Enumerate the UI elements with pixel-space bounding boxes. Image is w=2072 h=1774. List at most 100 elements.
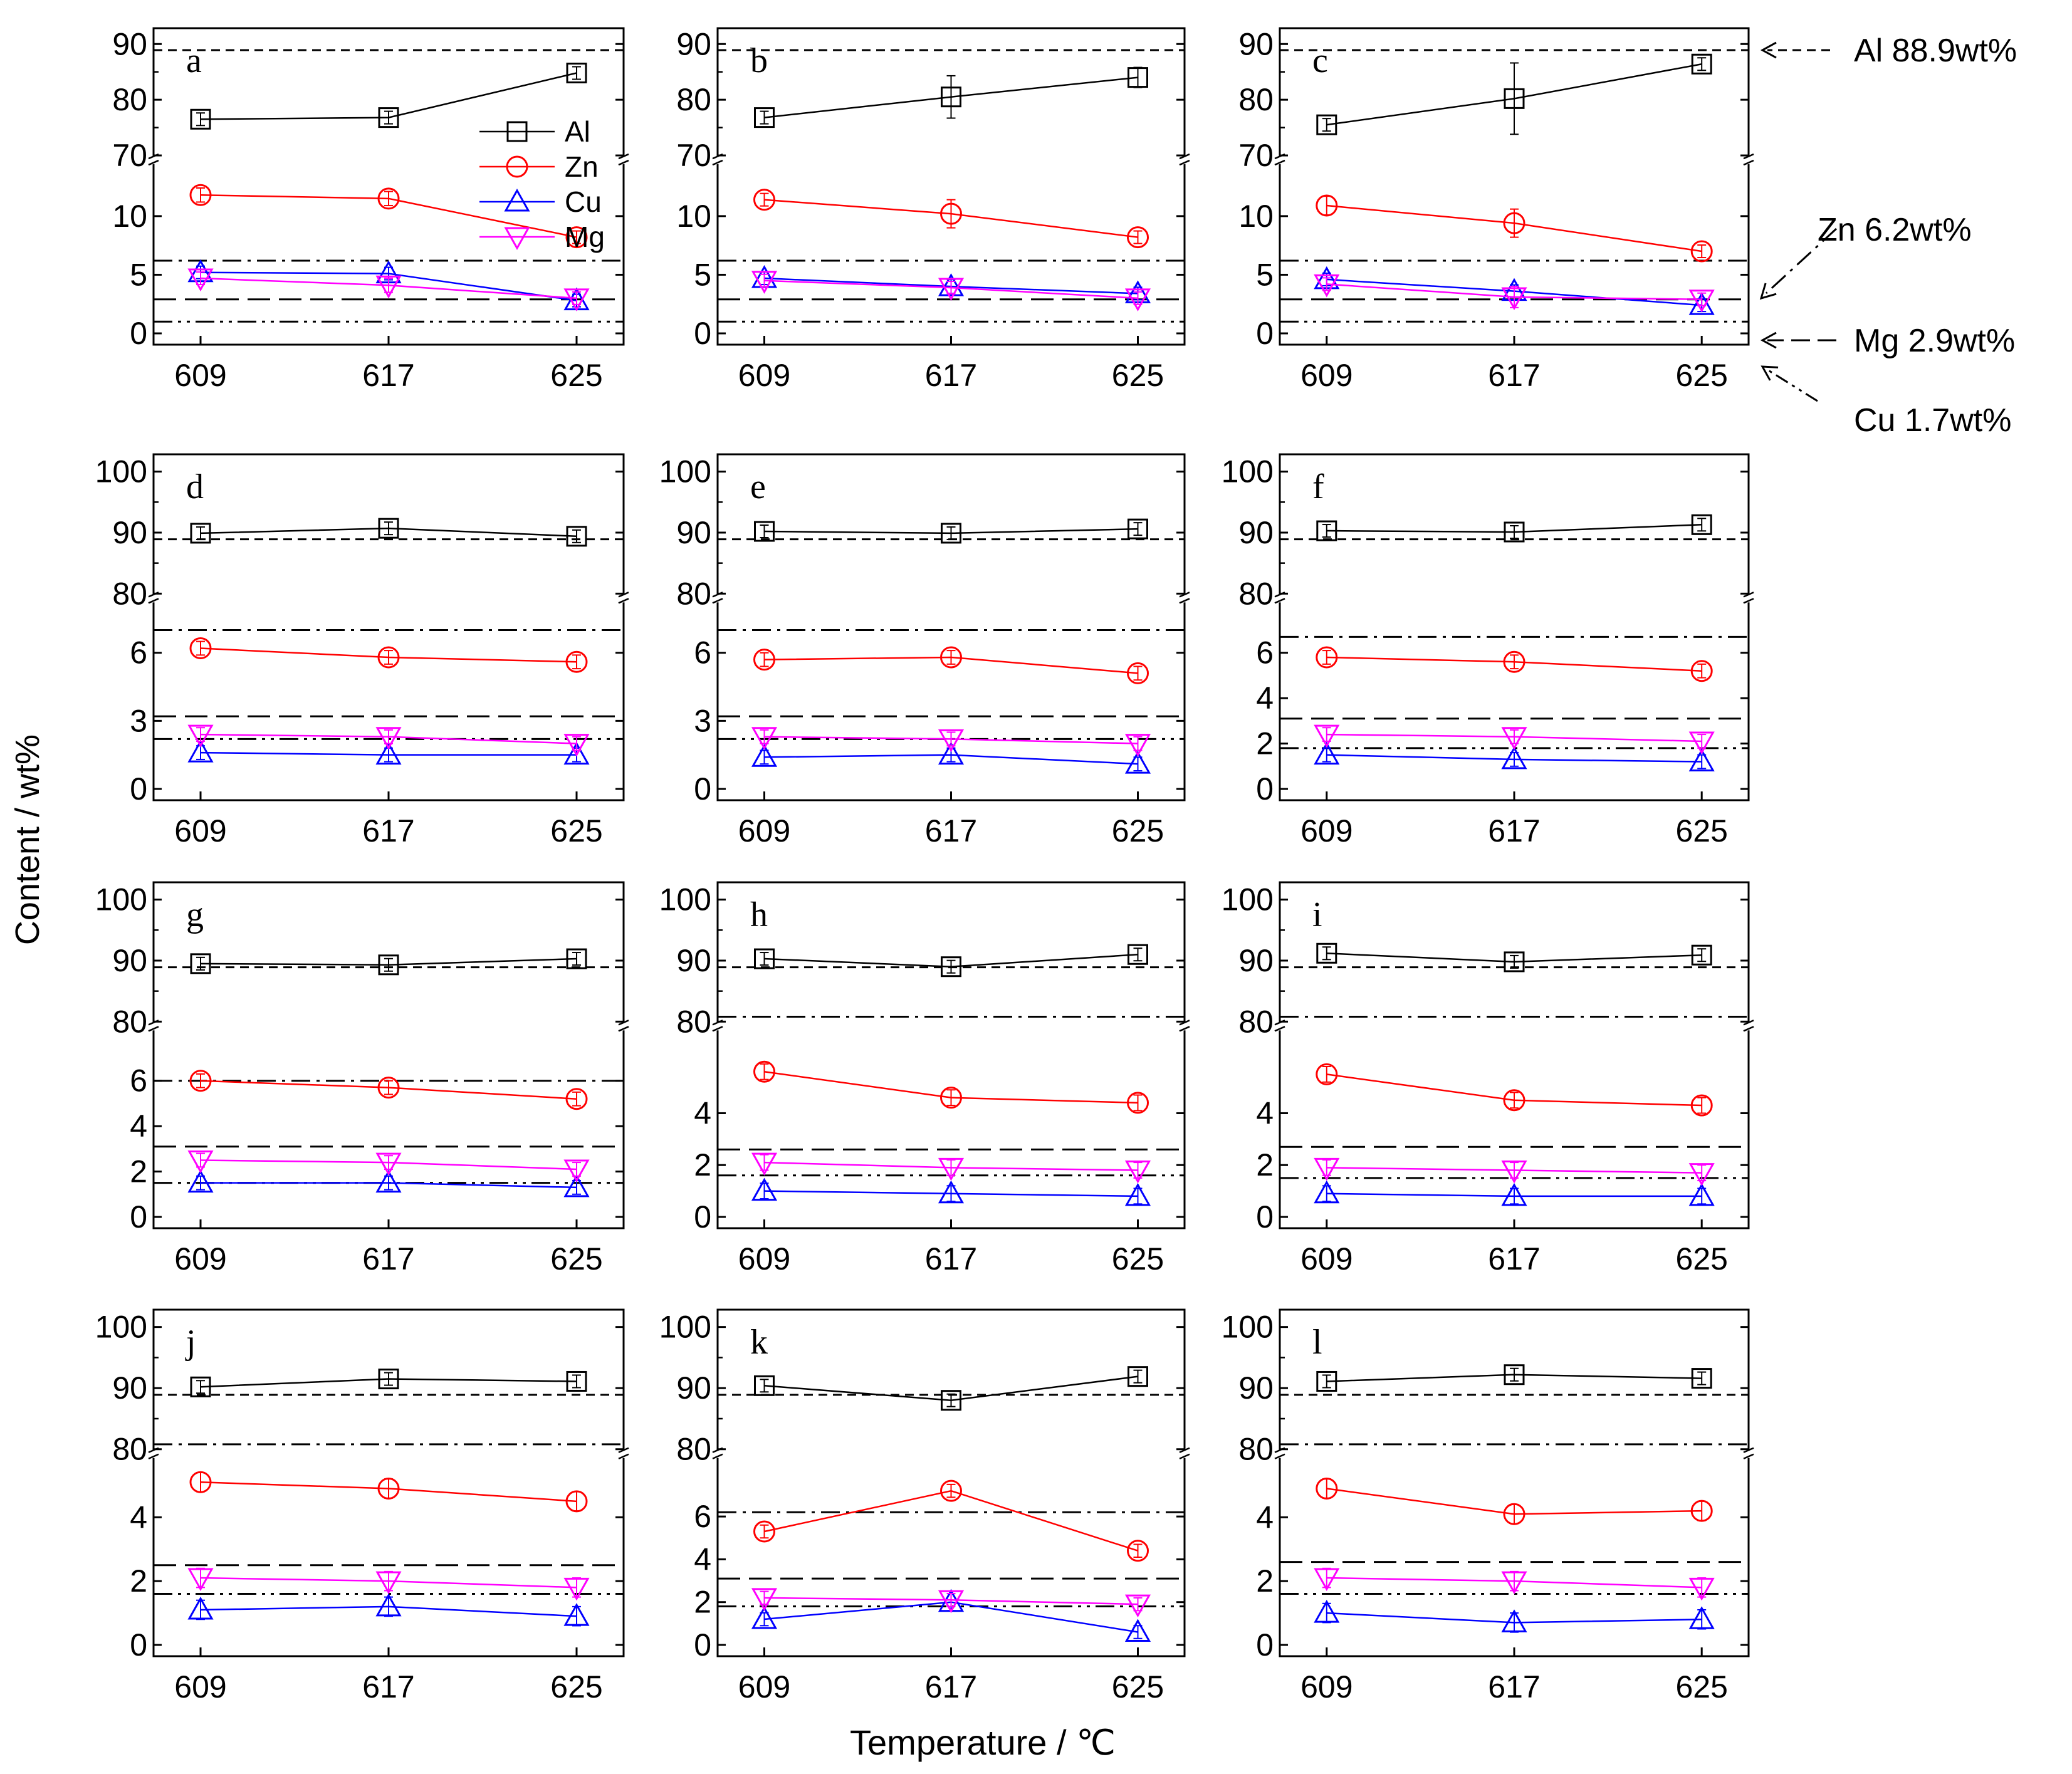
data-point-al [941,956,961,978]
y-tick-label: 0 [694,316,711,351]
axis-break-mark [1743,159,1754,166]
data-point-cu [1688,1182,1715,1206]
x-tick-label: 609 [1300,813,1353,848]
panel-label: a [186,41,202,80]
data-point-cu [1124,751,1151,774]
data-point-al [566,526,587,547]
data-point-zn [189,1471,212,1493]
y-tick-label: 80 [1238,1004,1274,1039]
data-point-zn [940,1087,962,1109]
y-tick-label: 80 [1238,1432,1274,1467]
panel-f: 80 90 100 0 2 4 6 609 617 625 f [1222,453,1754,848]
panel-label: b [750,41,768,80]
data-point-mg [1314,1568,1340,1592]
legend-label: Al [565,115,590,148]
data-point-cu [1501,1182,1527,1206]
y-tick-label: 100 [1222,1310,1274,1345]
data-point-mg [375,1571,402,1595]
y-tick-label: 80 [1238,576,1274,611]
data-point-al [754,107,775,128]
x-tick-label: 625 [1112,1241,1164,1276]
y-tick-label: 6 [694,635,711,670]
axis-break-mark [1179,1026,1190,1032]
annotation-mg: Mg 2.9wt% [1854,323,2015,359]
panel-label: k [750,1323,768,1362]
data-point-mg [1314,724,1340,748]
y-tick-label: 0 [1256,771,1274,806]
data-point-al [754,521,775,542]
y-tick-label: 3 [130,703,147,738]
y-tick-label: 90 [676,515,711,550]
data-point-al [190,1376,211,1397]
data-point-mg [751,271,778,294]
data-point-cu [1688,748,1715,772]
y-tick-label: 0 [694,1199,711,1234]
data-point-al [1128,1366,1148,1387]
y-tick-label: 70 [1238,138,1274,173]
panel-label: h [750,895,768,934]
x-tick-label: 609 [174,1669,226,1704]
legend-marker-zn [506,155,528,178]
y-tick-label: 2 [1256,1563,1274,1599]
data-point-al [566,1370,587,1392]
axis-break-mark [148,1026,159,1032]
data-point-cu [938,1180,965,1204]
y-tick-label: 70 [112,138,147,173]
data-point-zn [565,1490,588,1513]
y-tick-label: 6 [130,635,147,670]
data-point-mg [1124,288,1151,311]
y-tick-label: 100 [1222,882,1274,917]
data-point-cu [1314,741,1340,765]
data-point-al [1316,520,1337,541]
data-point-al [378,1369,399,1390]
annotation-arrow-line [1767,368,1818,402]
data-point-mg [1124,1161,1151,1184]
data-point-al [941,86,961,108]
data-point-zn [1503,650,1525,673]
data-point-al [1316,114,1337,135]
x-tick-label: 625 [550,1669,602,1704]
axis-break-mark [712,1026,723,1032]
data-point-zn [753,649,775,671]
data-point-cu [1688,1606,1715,1629]
y-tick-label: 6 [130,1063,147,1098]
y-tick-label: 2 [130,1154,147,1189]
data-point-mg [1688,290,1715,313]
y-tick-label: 100 [95,454,147,489]
y-tick-label: 0 [130,316,147,351]
x-tick-label: 617 [362,1669,414,1704]
y-tick-label: 5 [130,257,147,292]
data-point-zn [1127,1540,1149,1562]
x-tick-label: 625 [1675,813,1727,848]
x-tick-label: 609 [738,1669,790,1704]
axis-break-mark [712,159,723,166]
panel-g: 80 90 100 0 2 4 6 609 617 625 g [95,881,629,1276]
panel-label: i [1312,895,1322,934]
x-tick-label: 617 [362,358,414,393]
data-point-mg [1501,1571,1527,1595]
axis-break-mark [618,1453,629,1459]
y-tick-label: 2 [1256,1147,1274,1182]
panel-label: l [1312,1323,1322,1362]
data-point-al [190,108,211,130]
data-point-al [566,62,587,83]
y-tick-label: 90 [1238,1370,1274,1406]
data-point-zn [1503,212,1525,234]
axis-break-mark [712,1453,723,1459]
y-tick-label: 0 [694,771,711,806]
axis-break-mark [1743,598,1754,604]
data-point-mg [187,268,214,292]
data-point-zn [1316,194,1338,217]
data-point-cu [187,1596,214,1620]
data-point-zn [1316,1063,1338,1085]
y-tick-label: 100 [659,454,711,489]
y-tick-label: 0 [694,1627,711,1662]
data-point-cu [187,739,214,763]
data-point-al [1691,1368,1712,1389]
x-tick-label: 617 [925,358,977,393]
data-point-cu [751,1605,778,1629]
data-point-zn [1316,1477,1338,1500]
data-point-zn [1690,240,1713,263]
y-tick-label: 4 [694,1542,711,1577]
data-point-al [190,523,211,544]
